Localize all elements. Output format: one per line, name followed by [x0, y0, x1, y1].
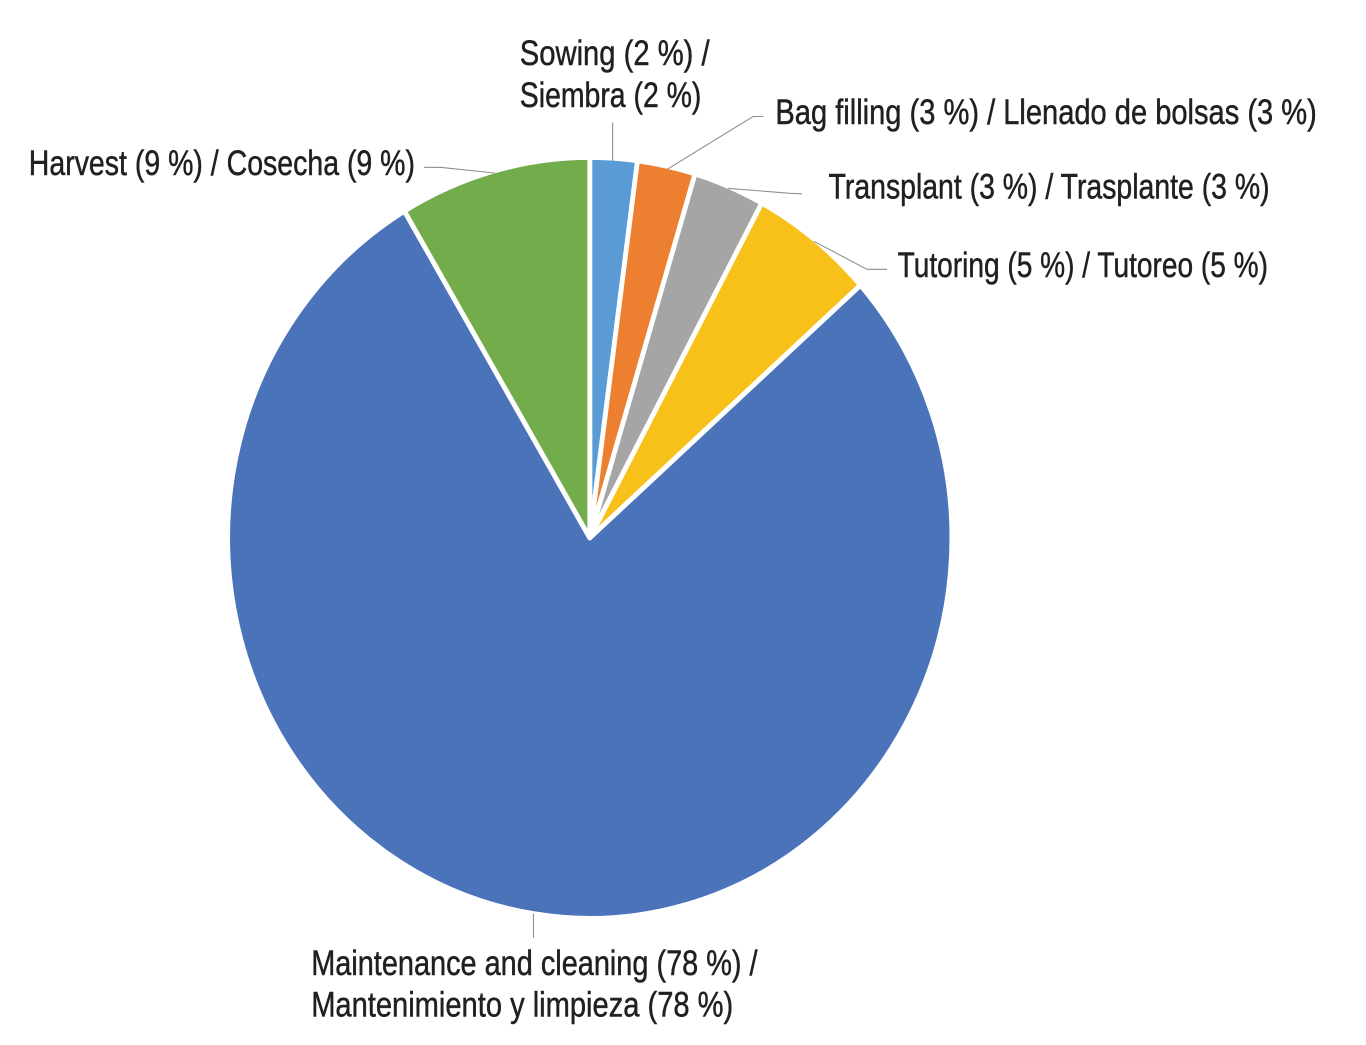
svg-text:Bag filling (3 %) / Llenado de: Bag filling (3 %) / Llenado de bolsas (3… — [775, 92, 1316, 132]
svg-text:Harvest (9 %) / Cosecha (9 %): Harvest (9 %) / Cosecha (9 %) — [29, 143, 415, 183]
svg-text:Maintenance and cleaning (78 %: Maintenance and cleaning (78 %) / — [311, 943, 757, 983]
svg-text:Sowing (2 %) /: Sowing (2 %) / — [520, 33, 710, 73]
svg-text:Transplant (3 %) / Trasplante: Transplant (3 %) / Trasplante (3 %) — [829, 166, 1270, 206]
svg-text:Siembra (2 %): Siembra (2 %) — [520, 75, 702, 115]
svg-text:Tutoring (5 %) / Tutoreo (5 %): Tutoring (5 %) / Tutoreo (5 %) — [898, 245, 1268, 285]
svg-text:Mantenimiento y limpieza (78 %: Mantenimiento y limpieza (78 %) — [311, 985, 733, 1025]
